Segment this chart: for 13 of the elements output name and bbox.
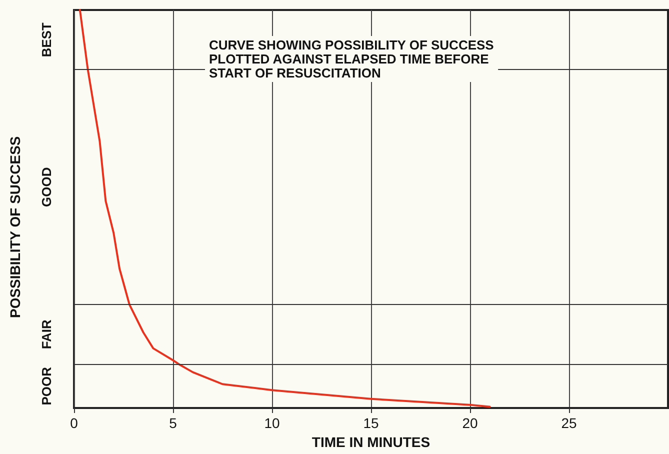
x-tick-label: 10 <box>264 415 280 431</box>
y-axis-title: POSSIBILITY OF SUCCESS <box>7 136 23 318</box>
text: POOR <box>39 366 54 406</box>
x-tick-label: 20 <box>462 415 478 431</box>
x-tick-label: 0 <box>70 415 78 431</box>
text: BEST <box>39 22 54 58</box>
x-tick-label: 15 <box>363 415 379 431</box>
x-axis-title: TIME IN MINUTES <box>312 434 430 450</box>
x-tick-label: 5 <box>169 415 178 431</box>
annotation: CURVE SHOWING POSSIBILITY OF SUCCESS PLOTTED AGAINST ELAPSED TIME BEFORE START OF RESUSCITATION <box>209 38 494 80</box>
x-tick-label: 25 <box>561 415 577 431</box>
text: GOOD <box>39 167 54 207</box>
text: FAIR <box>39 318 54 350</box>
